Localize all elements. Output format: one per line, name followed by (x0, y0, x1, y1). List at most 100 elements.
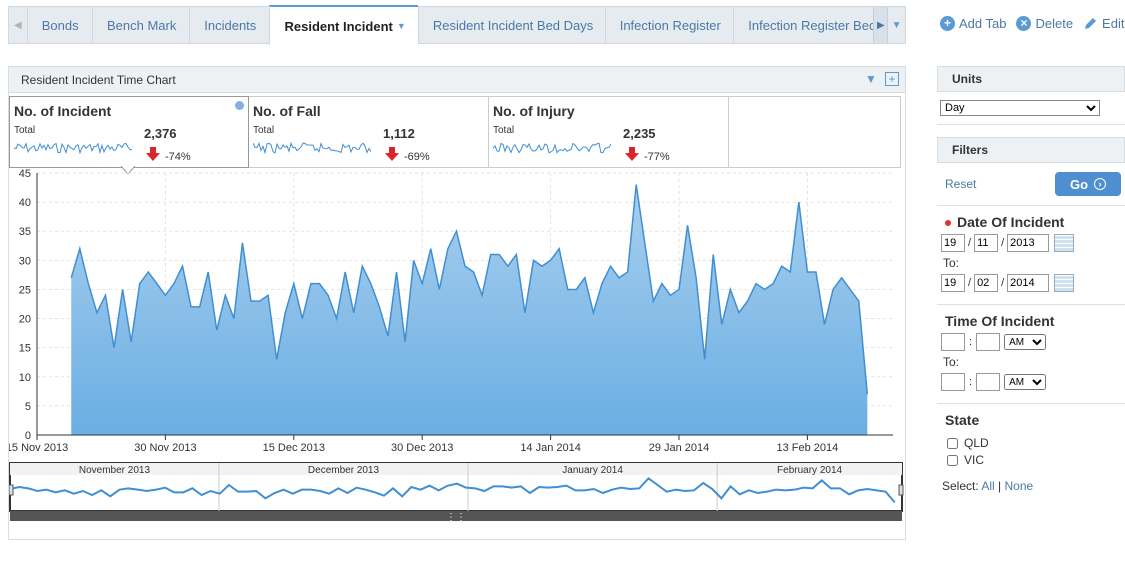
calendar-icon[interactable] (1054, 274, 1075, 292)
state-qld-checkbox[interactable] (947, 437, 958, 449)
close-icon: × (1016, 16, 1032, 31)
y-tick-label: 40 (19, 197, 31, 209)
y-tick-label: 25 (19, 284, 31, 296)
time-from-ampm[interactable]: AM (1004, 334, 1047, 350)
range-navigator[interactable]: November 2013 December 2013 January 2014 Fe… (9, 461, 905, 527)
tab-scroll-left-icon[interactable]: ◀ (14, 19, 22, 31)
date-from-day[interactable] (941, 234, 965, 252)
edit-button[interactable]: Edit (1083, 16, 1124, 31)
down-arrow-icon (385, 147, 399, 161)
time-of-incident-title: Time Of Incident (945, 313, 1055, 329)
sparkline-path (253, 141, 371, 155)
tab-list-dropdown-icon[interactable]: ▼ (887, 7, 905, 43)
kpi-pointer (121, 166, 135, 174)
date-of-incident-title: Date Of Incident (937, 214, 1125, 230)
y-tick-label: 35 (19, 226, 31, 238)
kpi-injury[interactable]: No. of Injury Total 2,235 -77% (489, 96, 729, 168)
go-button[interactable]: Go › (1055, 172, 1121, 196)
kpi-change: -74% (165, 151, 191, 163)
navigator-month-band (10, 463, 902, 475)
time-to-hour[interactable] (941, 373, 965, 391)
select-none-link[interactable]: None (1004, 479, 1034, 493)
month-label: December 2013 (308, 465, 380, 476)
y-tick-label: 20 (19, 314, 31, 326)
date-from-month[interactable] (974, 234, 999, 252)
units-header: Units (937, 66, 1125, 92)
date-to-year[interactable] (1007, 274, 1050, 292)
state-title: State (945, 412, 980, 428)
time-from-minute[interactable] (976, 333, 1001, 351)
go-label: Go (1069, 176, 1089, 192)
add-tab-button[interactable]: + Add Tab (940, 16, 1006, 31)
tab-label: Resident Incident (284, 18, 393, 34)
state-vic-label: VIC (964, 453, 985, 467)
expand-icon[interactable]: + (885, 72, 899, 86)
x-tick-label: 30 Nov 2013 (134, 442, 196, 454)
time-separator: : (969, 376, 973, 388)
time-from-hour[interactable] (941, 333, 965, 351)
units-select[interactable]: Day (940, 100, 1100, 116)
tab-incidents[interactable]: Incidents (189, 7, 269, 43)
kpi-value: 1,112 (383, 126, 415, 141)
date-to-day[interactable] (941, 274, 965, 292)
tab-infection-register[interactable]: Infection Register (604, 7, 734, 43)
x-tick-label: 14 Jan 2014 (520, 442, 581, 454)
tab-scroll-right-icon[interactable]: ▶ (873, 7, 888, 43)
plus-icon: + (940, 16, 955, 31)
tab-bench-mark[interactable]: Bench Mark (92, 7, 189, 43)
date-from-year[interactable] (1007, 234, 1050, 252)
date-separator: / (1001, 277, 1005, 289)
state-qld-label: QLD (964, 436, 989, 450)
time-to-row: : AM (937, 373, 1125, 391)
tab-bonds[interactable]: Bonds (26, 7, 92, 43)
tab-resident-incident[interactable]: Resident Incident ▼ (269, 5, 418, 45)
time-to-minute[interactable] (976, 373, 1001, 391)
select-all-link[interactable]: All (981, 479, 995, 493)
down-arrow-icon (146, 147, 160, 161)
kpi-fall[interactable]: No. of Fall Total 1,112 -69% (249, 96, 489, 168)
kpi-change: -69% (404, 151, 430, 163)
collapse-chevron-icon[interactable]: ▼ (865, 72, 877, 86)
sparkline (253, 141, 371, 155)
kpi-incident[interactable]: No. of Incident Total 2,376 -74% (9, 96, 249, 168)
kpi-title: No. of Incident (14, 103, 112, 119)
tab-menu-chevron-icon[interactable]: ▼ (396, 21, 406, 31)
down-arrow-icon (625, 147, 639, 161)
to-label: To: (943, 256, 960, 270)
delete-button[interactable]: × Delete (1016, 16, 1073, 31)
divider (937, 304, 1125, 305)
navigator-handle-left (9, 484, 14, 496)
state-vic-checkbox[interactable] (947, 454, 958, 466)
tab-resident-incident-bed-days[interactable]: Resident Incident Bed Days (417, 7, 605, 43)
kpi-subtitle: Total (253, 125, 275, 136)
month-label: January 2014 (562, 465, 623, 476)
time-to-ampm[interactable]: AM (1004, 374, 1047, 390)
x-tick-label: 13 Feb 2014 (777, 442, 839, 454)
state-qld-option[interactable]: QLD (937, 436, 1125, 450)
x-tick-label: 15 Nov 2013 (9, 442, 68, 454)
y-tick-label: 15 (19, 343, 31, 355)
y-tick-label: 45 (19, 168, 31, 180)
sparkline-path (493, 142, 611, 154)
sparkline (493, 142, 611, 154)
kpi-value: 2,376 (144, 126, 177, 141)
reset-link[interactable]: Reset (945, 177, 977, 191)
time-separator: : (969, 336, 973, 348)
tab-infection-register-bed-days[interactable]: Infection Register Bed Days (733, 7, 873, 43)
sparkline (14, 142, 132, 155)
kpi-value: 2,235 (623, 126, 656, 141)
x-tick-label: 30 Dec 2013 (391, 442, 453, 454)
date-to-month[interactable] (974, 274, 999, 292)
divider (937, 205, 1125, 206)
calendar-icon[interactable] (1054, 234, 1075, 252)
select-row: Select: All | None (942, 479, 1034, 493)
kpi-empty-slot (729, 96, 901, 168)
state-vic-option[interactable]: VIC (937, 453, 1125, 467)
time-chart-panel: Resident Incident Time Chart ▼ + No. of … (8, 66, 906, 540)
kpi-subtitle: Total (493, 125, 515, 136)
area-fill (71, 184, 868, 435)
date-of-incident-label: Date Of Incident (957, 214, 1065, 230)
panel-header: Resident Incident Time Chart ▼ + (9, 67, 905, 93)
time-chart[interactable]: 0 5 10 15 20 25 30 35 40 45 15 Nov 2013 30 Nov 2013… (9, 167, 901, 459)
panel-title: Resident Incident Time Chart (21, 72, 176, 87)
